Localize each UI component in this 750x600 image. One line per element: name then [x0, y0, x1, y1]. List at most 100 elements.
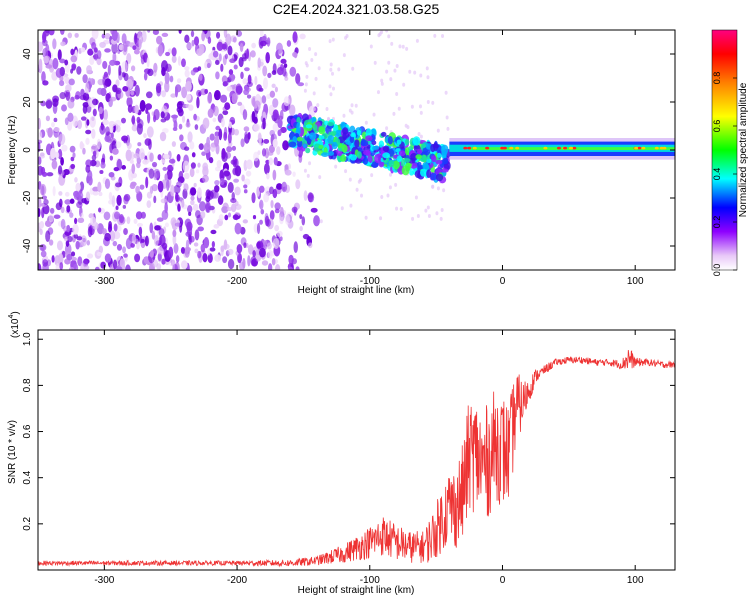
spectrogram-cell	[364, 215, 368, 220]
spectrogram-cell	[65, 89, 71, 101]
spectrogram-cell	[193, 182, 197, 188]
spectrogram-cells	[38, 30, 675, 270]
spectrogram-cell	[178, 170, 184, 181]
spectrogram-cell	[243, 126, 250, 132]
spectrogram-cell	[439, 216, 443, 221]
spectrogram-cell	[196, 89, 202, 97]
spectrogram-cell	[75, 182, 81, 192]
spectrogram-cell	[52, 57, 59, 70]
spectrogram-cell	[419, 73, 423, 78]
spectrogram-cell	[84, 265, 90, 270]
spectrogram-cell	[279, 109, 284, 120]
spectrogram-cell	[130, 65, 136, 72]
spectrogram-cell	[85, 129, 92, 135]
spectrogram-cell	[227, 181, 234, 193]
spectrogram-cell	[246, 159, 253, 170]
spectrogram-cell	[184, 69, 190, 78]
spectrogram-cell	[169, 75, 174, 83]
spectrogram-cell	[115, 141, 122, 149]
y-tick-label: 0.2	[22, 516, 33, 530]
spectrogram-cell	[420, 168, 428, 177]
spectrogram-cell	[77, 256, 83, 267]
spectrogram-cell	[212, 50, 219, 58]
spectrogram-hotspot	[463, 146, 468, 150]
spectrogram-cell	[356, 130, 362, 136]
spectrogram-cell	[355, 187, 359, 192]
spectrogram-cell	[305, 124, 313, 129]
spectrogram-cell	[79, 181, 85, 192]
spectrogram-cell	[242, 219, 249, 224]
snr-y-ticks: 0.2 0.4 0.6 0.8 1.0	[22, 332, 675, 531]
spectrogram-cell	[64, 199, 72, 205]
spectrogram-cell	[413, 70, 417, 75]
colorbar-tick-label: 0.4	[712, 168, 722, 181]
spectrogram-cell	[390, 41, 394, 46]
spectrogram-cell	[335, 129, 343, 137]
spectrogram-cell	[188, 211, 192, 216]
spectrogram-cell	[112, 148, 119, 155]
spectrogram-cell	[231, 145, 237, 151]
spectrogram-cell	[91, 42, 97, 50]
spectrogram-cell	[274, 86, 278, 93]
spectrogram-hotspot	[659, 146, 664, 150]
spectrogram-cell	[237, 101, 243, 106]
spectrogram-cell	[237, 252, 242, 264]
spectrogram-cell	[331, 37, 335, 42]
spectrogram-cell	[279, 236, 283, 242]
spectrogram-cell	[314, 76, 318, 81]
spectrogram-cell	[183, 183, 189, 192]
spectrogram-cell	[387, 60, 391, 65]
spectrogram-hotspot	[641, 146, 646, 150]
spectrogram-cell	[274, 208, 280, 214]
spectrogram-cell	[216, 31, 221, 39]
spectrogram-cell	[393, 68, 397, 73]
x-tick-label: -100	[360, 276, 380, 287]
spectrogram-cell	[103, 81, 108, 89]
spectrogram-cell	[70, 251, 76, 257]
spectrogram-cell	[303, 168, 307, 173]
spectrogram-cell	[318, 175, 322, 180]
spectrogram-cell	[313, 124, 318, 133]
spectrogram-cell	[354, 139, 360, 148]
spectrogram-cell	[143, 133, 147, 139]
spectrogram-cell	[122, 85, 129, 92]
spectrogram-cell	[100, 162, 106, 169]
spectrogram-cell	[245, 170, 252, 177]
spectrogram-cell	[168, 158, 176, 164]
spectrogram-cell	[425, 66, 429, 71]
spectrogram-cell	[137, 142, 142, 147]
spectrogram-cell	[116, 244, 123, 251]
spectrogram-cell	[310, 58, 314, 63]
spectrogram-cell	[96, 56, 102, 66]
spectrogram-cell	[407, 146, 414, 151]
spectrogram-cell	[410, 153, 418, 161]
spectrogram-cell	[212, 191, 219, 199]
spectrogram-cell	[426, 75, 430, 80]
spectrogram-cell	[73, 193, 81, 201]
spectrogram-cell	[59, 30, 65, 35]
x-tick-label: 100	[627, 276, 644, 287]
spectrogram-cell	[271, 258, 276, 266]
spectrogram-cell	[244, 131, 249, 138]
spectrogram-cell	[74, 32, 79, 38]
spectrogram-cell	[177, 203, 181, 212]
spectrogram-cell	[157, 180, 164, 193]
spectrogram-cell	[288, 104, 296, 116]
spectrogram-cell	[410, 162, 418, 169]
spectrogram-cell	[221, 147, 226, 160]
spectrogram-cell	[102, 60, 108, 70]
y-tick-label: 0.8	[22, 378, 33, 392]
spectrogram-cell	[246, 94, 252, 99]
spectrogram-cell	[140, 238, 145, 243]
spectrogram-cell	[222, 110, 229, 116]
spectrogram-cell	[234, 158, 239, 168]
spectrogram-cell	[166, 169, 173, 180]
spectrogram-cell	[309, 132, 317, 140]
spectrogram-cell	[108, 220, 112, 229]
spectrogram-cell	[38, 207, 41, 218]
spectrogram-cell	[208, 53, 215, 60]
spectrogram-y-axis-label: Frequency (Hz)	[7, 116, 18, 185]
spectrogram-cell	[146, 111, 151, 124]
spectrogram-cell	[340, 206, 344, 211]
spectrogram-cell	[226, 86, 233, 92]
